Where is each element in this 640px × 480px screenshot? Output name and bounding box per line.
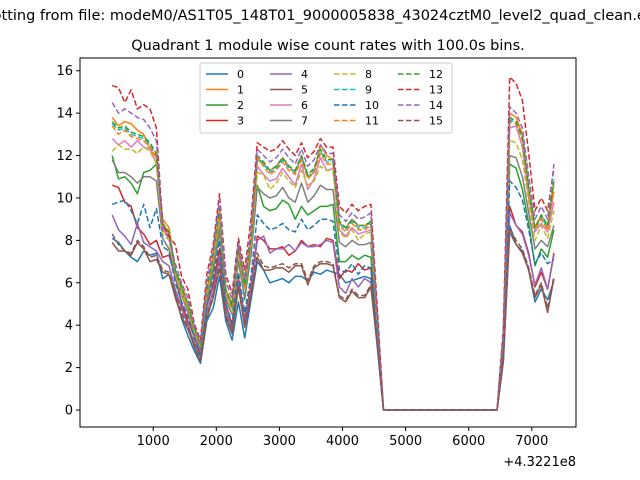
y-tick-label: 0 — [65, 404, 73, 419]
legend-label-11: 11 — [365, 115, 379, 128]
y-tick-label: 14 — [56, 107, 73, 122]
legend-label-1: 1 — [237, 84, 244, 97]
legend-label-0: 0 — [237, 68, 244, 81]
x-axis-offset-label: +4.3221e8 — [503, 455, 576, 470]
legend-label-5: 5 — [301, 84, 308, 97]
legend-label-9: 9 — [365, 84, 372, 97]
legend-label-14: 14 — [429, 99, 443, 112]
y-tick-label: 2 — [65, 361, 73, 376]
y-tick-label: 12 — [56, 149, 73, 164]
legend-label-8: 8 — [365, 68, 372, 81]
y-tick-label: 6 — [65, 276, 73, 291]
series-line-14 — [111, 102, 555, 411]
y-tick-label: 4 — [65, 319, 73, 334]
series-layer — [111, 76, 555, 411]
legend-label-4: 4 — [301, 68, 308, 81]
x-tick-label: 7000 — [515, 434, 548, 449]
x-tick-label: 5000 — [389, 434, 422, 449]
legend-label-7: 7 — [301, 115, 308, 128]
y-tick-label: 16 — [56, 64, 73, 79]
series-line-15 — [111, 226, 555, 411]
x-tick-label: 6000 — [452, 434, 485, 449]
x-tick-label: 2000 — [200, 434, 233, 449]
x-tick-label: 3000 — [263, 434, 296, 449]
figure-suptitle: Plotting from file: modeM0/AS1T05_148T01… — [0, 8, 640, 24]
legend-label-13: 13 — [429, 84, 443, 97]
axes-frame — [79, 57, 577, 428]
ticks-layer: 1000 2000 3000 4000 5000 6000 7000024681012141… — [56, 64, 548, 449]
x-tick-label: 1000 — [137, 434, 170, 449]
y-tick-label: 10 — [56, 191, 73, 206]
legend-label-12: 12 — [429, 68, 443, 81]
legend-label-3: 3 — [237, 115, 244, 128]
x-tick-label: 4000 — [326, 434, 359, 449]
legend-label-10: 10 — [365, 99, 379, 112]
legend-box — [199, 62, 453, 134]
y-tick-label: 8 — [65, 234, 73, 249]
legend-label-6: 6 — [301, 99, 308, 112]
legend-label-2: 2 — [237, 99, 244, 112]
chart-title: Quadrant 1 module wise count rates with … — [131, 38, 525, 54]
legend-label-15: 15 — [429, 115, 443, 128]
